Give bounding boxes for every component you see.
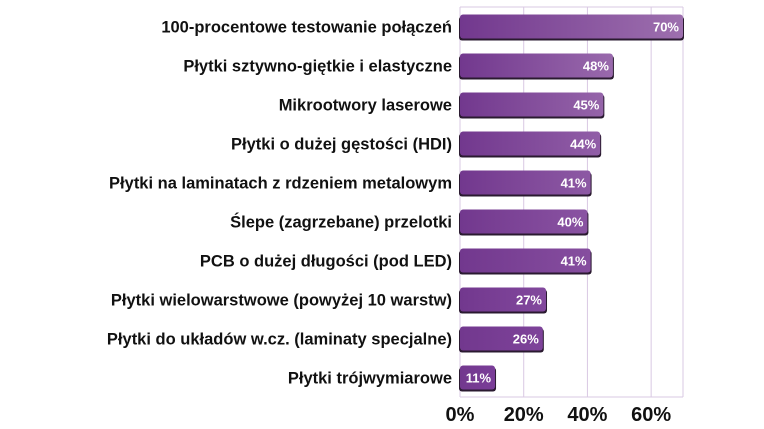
bar	[460, 131, 601, 156]
category-label: Płytki trójwymiarowe	[288, 370, 452, 388]
bar	[460, 53, 613, 78]
value-label: 26%	[513, 332, 539, 347]
category-label: Płytki sztywno-giętkie i elastyczne	[183, 58, 452, 76]
x-tick-label: 0%	[446, 404, 475, 426]
category-label: 100-procentowe testowanie połączeń	[161, 19, 452, 37]
category-label: Płytki o dużej gęstości (HDI)	[231, 136, 452, 154]
bar	[460, 92, 604, 117]
x-tick-label: 40%	[567, 404, 607, 426]
bar	[460, 287, 547, 312]
bar	[460, 365, 496, 390]
value-label: 27%	[516, 293, 542, 308]
bar	[460, 248, 591, 273]
x-tick-label: 20%	[504, 404, 544, 426]
bar	[460, 209, 588, 234]
category-label: Płytki do układów w.cz. (laminaty specja…	[107, 331, 452, 349]
value-label: 40%	[557, 215, 583, 230]
value-label: 41%	[561, 254, 587, 269]
x-tick-label: 60%	[631, 404, 671, 426]
category-label: Mikrootwory laserowe	[279, 97, 452, 115]
category-label: Ślepe (zagrzebane) przelotki	[230, 213, 452, 232]
bar	[460, 14, 683, 39]
bar	[460, 326, 543, 351]
value-label: 41%	[561, 176, 587, 191]
value-label: 44%	[570, 137, 596, 152]
value-label: 11%	[466, 371, 492, 386]
value-label: 45%	[573, 98, 599, 113]
category-label: PCB o dużej długości (pod LED)	[200, 253, 452, 271]
bar	[460, 170, 591, 195]
value-label: 48%	[583, 59, 609, 74]
category-label: Płytki wielowarstwowe (powyżej 10 warstw…	[111, 292, 452, 310]
category-label: Płytki na laminatach z rdzeniem metalowy…	[109, 175, 452, 193]
value-label: 70%	[653, 20, 679, 35]
